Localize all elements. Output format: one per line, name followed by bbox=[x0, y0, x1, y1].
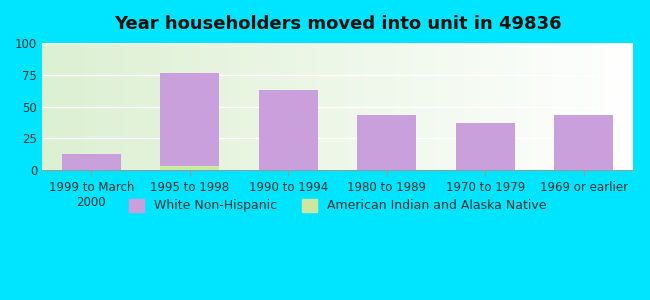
Bar bbox=[554, 116, 613, 170]
Bar bbox=[161, 74, 219, 170]
Bar bbox=[358, 116, 416, 170]
Bar bbox=[161, 167, 219, 170]
Legend: White Non-Hispanic, American Indian and Alaska Native: White Non-Hispanic, American Indian and … bbox=[124, 194, 551, 218]
Bar bbox=[259, 90, 318, 170]
Bar bbox=[62, 154, 121, 170]
Title: Year householders moved into unit in 49836: Year householders moved into unit in 498… bbox=[114, 15, 562, 33]
Bar bbox=[456, 123, 515, 170]
